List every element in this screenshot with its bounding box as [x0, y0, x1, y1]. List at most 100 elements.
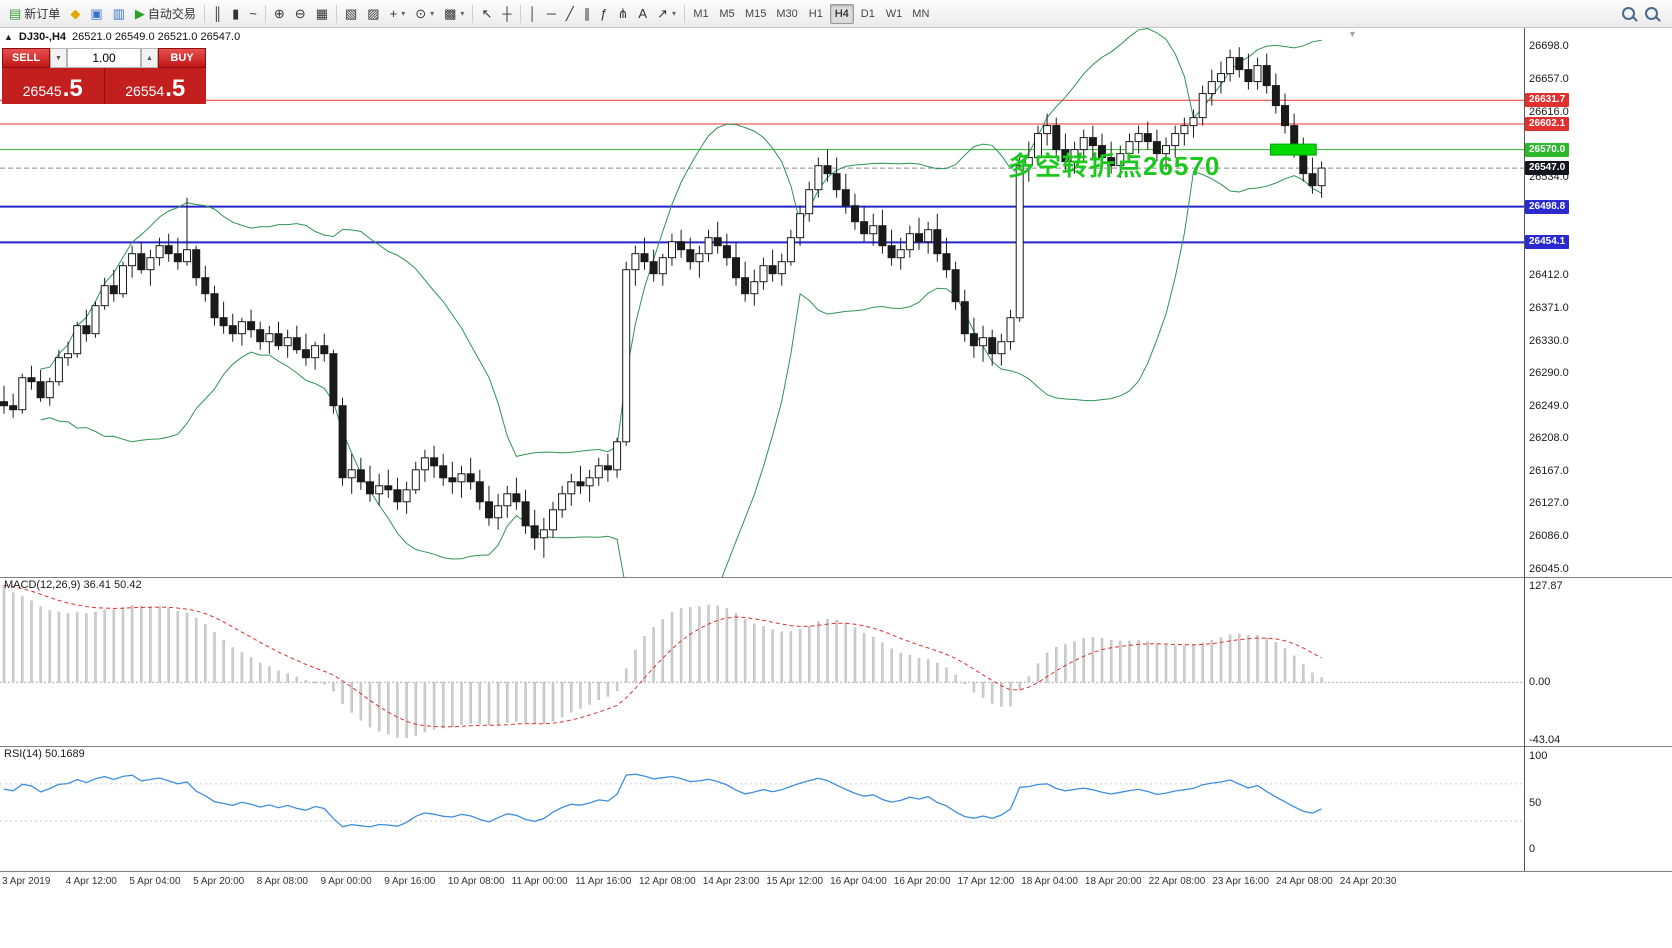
macd-histogram-bar — [30, 600, 33, 683]
sell-price-display[interactable]: 26545 .5 — [2, 68, 105, 104]
candlestick-chart-button[interactable]: ▮ — [227, 2, 244, 26]
macd-histogram-bar — [780, 631, 784, 683]
equidistant-channel-button[interactable]: ∥ — [579, 2, 596, 26]
buy-price-display[interactable]: 26554 .5 — [104, 68, 206, 104]
macd-canvas[interactable] — [0, 577, 1524, 746]
macd-histogram-bar — [441, 681, 445, 729]
zoom-in-button[interactable]: ⊕ — [269, 2, 290, 26]
favorites-button[interactable]: ◆ — [65, 2, 85, 26]
buy-button[interactable]: BUY — [158, 48, 206, 68]
fibonacci-button[interactable]: ƒ — [595, 2, 612, 26]
candle — [228, 325, 237, 335]
candle — [91, 305, 100, 335]
text-label-button[interactable]: A — [633, 2, 652, 26]
macd-histogram-bar — [515, 681, 518, 722]
chart-shift-button[interactable]: ▨ — [362, 2, 384, 26]
bollinger-upper-band[interactable] — [40, 28, 1322, 457]
time-axis-label: 16 Apr 20:00 — [893, 876, 951, 887]
cursor-icon: ↖ — [481, 6, 493, 21]
trendline-button[interactable]: ╱ — [561, 2, 579, 26]
chart-shift-marker-icon[interactable]: ▼ — [1348, 29, 1357, 39]
data-window-button[interactable]: ▥ — [108, 2, 130, 26]
candle — [1043, 125, 1052, 135]
macd-histogram-bar — [542, 681, 546, 724]
auto-scroll-button[interactable]: ▧ — [340, 2, 362, 26]
macd-histogram-bar — [359, 681, 363, 721]
macd-histogram-bar — [615, 681, 619, 691]
axis-label: 26330.0 — [1529, 334, 1569, 347]
timeframe-m15-button[interactable]: M15 — [744, 7, 767, 20]
candle — [786, 237, 795, 263]
macd-histogram-bar — [926, 659, 930, 683]
candle — [329, 353, 338, 407]
rsi-pane-separator[interactable] — [0, 746, 1672, 747]
andrews-pitchfork-button[interactable]: ⋔ — [612, 2, 633, 26]
candle — [832, 173, 841, 191]
timeframe-m30-button[interactable]: M30 — [776, 7, 798, 20]
vertical-line-button[interactable]: │ — [524, 2, 542, 26]
timeframe-h1-button[interactable]: H1 — [808, 7, 823, 20]
time-axis-label: 11 Apr 16:00 — [575, 876, 632, 887]
macd-signal-line[interactable] — [3, 584, 1322, 728]
main-chart-canvas[interactable] — [0, 28, 1524, 577]
search-icon[interactable] — [1622, 7, 1635, 20]
candle — [530, 525, 539, 539]
new-order-button[interactable]: ▤ 新订单 — [4, 2, 65, 26]
timeframe-w1-button[interactable]: W1 — [885, 7, 903, 20]
axis-label: 26371.0 — [1529, 301, 1569, 314]
periods-button[interactable]: ⊙ ▾ — [410, 2, 439, 26]
sell-button[interactable]: SELL — [2, 48, 50, 68]
lot-size-input[interactable]: 1.00 — [67, 48, 141, 68]
candle — [741, 277, 750, 295]
macd-histogram-bar — [268, 666, 271, 683]
timeframe-mn-button[interactable]: MN — [912, 7, 930, 20]
autotrading-button[interactable]: ▶ 自动交易 — [130, 2, 201, 26]
crosshair-button[interactable]: ┼ — [497, 2, 516, 26]
timeframe-m1-button[interactable]: M1 — [693, 7, 709, 20]
candle — [466, 473, 475, 483]
rsi-canvas[interactable] — [0, 746, 1524, 871]
macd-histogram-bar — [222, 640, 225, 683]
horizontal-line-button[interactable]: ─ — [542, 2, 561, 26]
arrow-objects-button[interactable]: ↗ ▾ — [652, 2, 681, 26]
rsi-line[interactable] — [3, 773, 1322, 828]
help-search-icon[interactable] — [1645, 7, 1658, 20]
indicators-button[interactable]: + ▾ — [385, 2, 411, 26]
candle — [549, 509, 557, 531]
macd-histogram-bar — [1082, 638, 1085, 683]
zoom-out-button[interactable]: ⊖ — [290, 2, 311, 26]
axis-label: -43.04 — [1529, 734, 1561, 746]
macd-histogram-bar — [1311, 672, 1314, 683]
candle — [603, 465, 612, 471]
oct-toggle-icon[interactable]: ▲ — [4, 32, 13, 42]
lot-decrease-button[interactable]: ▼ — [50, 48, 67, 68]
macd-histogram-bar — [11, 592, 15, 683]
timeframe-m5-button[interactable]: M5 — [719, 7, 735, 20]
macd-histogram-bar — [1219, 637, 1223, 683]
time-axis-separator — [0, 871, 1672, 872]
cursor-button[interactable]: ↖ — [476, 2, 497, 26]
time-axis-label: 16 Apr 04:00 — [830, 876, 887, 887]
toolbar-right — [1622, 7, 1668, 20]
bars-chart-button[interactable]: ║ — [208, 2, 227, 26]
candle — [301, 349, 310, 359]
timeframe-h4-button[interactable]: H4 — [829, 3, 854, 24]
macd-histogram-bar — [1302, 664, 1305, 683]
timeframe-d1-button[interactable]: D1 — [860, 7, 875, 20]
candle — [805, 189, 814, 215]
line-chart-button[interactable]: ~ — [244, 2, 262, 26]
charts-list-button[interactable]: ▣ — [85, 2, 107, 26]
macd-histogram-bar — [972, 681, 976, 693]
tile-windows-button[interactable]: ▦ — [311, 2, 333, 26]
macd-pane-separator[interactable] — [0, 577, 1672, 578]
lot-increase-button[interactable]: ▲ — [141, 48, 158, 68]
macd-histogram-bar — [917, 657, 921, 683]
templates-button[interactable]: ▩ ▾ — [439, 2, 469, 26]
macd-histogram-bar — [1128, 640, 1131, 683]
candle — [420, 457, 429, 471]
candle — [924, 229, 933, 243]
bollinger-lower-band[interactable] — [40, 171, 1322, 577]
turning-point-highlight[interactable] — [1269, 143, 1317, 156]
time-axis-label: 8 Apr 08:00 — [256, 876, 308, 887]
